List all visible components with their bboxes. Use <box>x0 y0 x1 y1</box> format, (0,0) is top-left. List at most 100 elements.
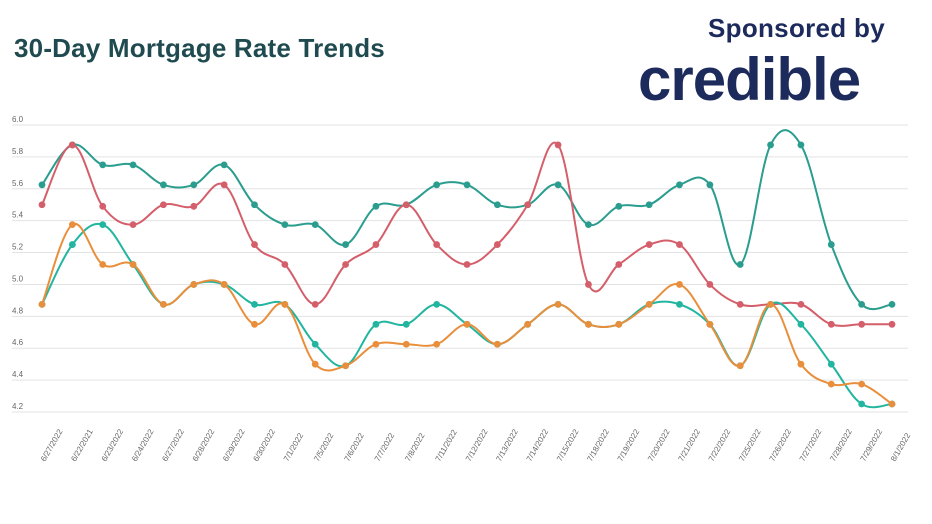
data-point <box>342 362 349 370</box>
data-point <box>190 181 198 189</box>
data-point <box>38 201 46 209</box>
data-point <box>888 400 896 408</box>
x-tick-label: 7/14/2022 <box>525 427 551 463</box>
data-point <box>220 161 228 169</box>
data-point <box>524 320 532 328</box>
x-tick-label: 6/27/2022 <box>160 427 186 463</box>
data-point <box>251 320 258 328</box>
data-point <box>38 300 46 308</box>
series-lines <box>41 129 893 409</box>
data-point <box>342 261 349 268</box>
data-point <box>342 241 349 248</box>
data-point <box>827 241 835 248</box>
x-tick-label: 6/23/2022 <box>100 427 126 463</box>
chart-title: 30-Day Mortgage Rate Trends <box>14 33 385 63</box>
data-point <box>99 221 107 229</box>
y-tick-label: 4.2 <box>12 402 24 411</box>
x-tick-label: 7/29/2022 <box>859 427 885 463</box>
data-point <box>68 221 76 229</box>
x-tick-label: 6/29/2022 <box>221 427 247 463</box>
x-tick-label: 7/13/2022 <box>494 427 520 463</box>
series-points <box>38 141 896 408</box>
x-tick-label: 7/12/2022 <box>464 427 490 463</box>
data-point <box>463 320 471 328</box>
data-point <box>402 340 410 348</box>
data-point <box>311 221 319 229</box>
data-point <box>190 281 198 288</box>
y-tick-label: 5.6 <box>12 179 24 188</box>
data-point <box>524 201 532 209</box>
x-tick-label: 7/8/2022 <box>403 431 427 463</box>
data-point <box>767 300 774 308</box>
x-tick-label: 7/25/2022 <box>737 427 763 463</box>
data-point <box>493 241 501 248</box>
data-point <box>311 360 319 368</box>
data-point <box>281 261 289 268</box>
data-point <box>493 340 501 348</box>
data-point <box>463 181 471 189</box>
data-point <box>311 300 319 308</box>
data-point <box>676 281 683 288</box>
data-point <box>129 261 137 268</box>
x-tick-label: 6/30/2022 <box>251 427 277 463</box>
data-point <box>372 202 380 210</box>
data-point <box>68 141 76 149</box>
data-point <box>676 241 683 248</box>
x-tick-label: 7/21/2022 <box>676 427 702 463</box>
data-point <box>251 201 258 209</box>
data-point <box>736 362 744 370</box>
data-point <box>190 202 198 210</box>
data-point <box>160 300 167 308</box>
data-point <box>372 241 380 248</box>
x-tick-label: 7/6/2022 <box>343 431 367 463</box>
data-point <box>888 320 896 328</box>
data-point <box>281 221 289 229</box>
data-point <box>68 241 76 248</box>
data-point <box>797 320 805 328</box>
data-point <box>827 360 835 368</box>
x-tick-label: 7/22/2022 <box>707 427 733 463</box>
data-point <box>251 241 258 248</box>
data-point <box>433 300 441 308</box>
sponsor-label: Sponsored by <box>708 13 885 43</box>
data-point <box>645 201 653 209</box>
data-point <box>38 181 46 189</box>
data-point <box>554 181 562 189</box>
y-tick-label: 5.2 <box>12 243 24 252</box>
data-point <box>645 300 653 308</box>
data-point <box>220 181 228 189</box>
x-tick-label: 7/19/2022 <box>616 427 642 463</box>
x-tick-label: 6/27/2022 <box>39 427 65 463</box>
data-point <box>676 181 683 189</box>
x-tick-label: 7/7/2022 <box>373 431 397 463</box>
data-point <box>433 340 441 348</box>
y-tick-label: 6.0 <box>12 115 24 124</box>
y-tick-label: 5.0 <box>12 274 24 283</box>
data-point <box>433 181 441 189</box>
data-point <box>99 202 107 210</box>
data-point <box>797 300 805 308</box>
data-point <box>129 221 137 229</box>
data-point <box>858 380 866 388</box>
y-tick-label: 4.6 <box>12 338 24 347</box>
y-tick-label: 4.4 <box>12 370 24 379</box>
data-point <box>160 201 167 209</box>
data-point <box>676 300 683 308</box>
x-tick-label: 7/27/2022 <box>798 427 824 463</box>
data-point <box>585 281 592 288</box>
data-point <box>797 141 805 149</box>
grid-lines <box>12 124 908 413</box>
data-point <box>463 261 471 268</box>
y-axis-ticks: 6.0 5.8 5.6 5.4 5.2 5.0 4.8 4.6 4.4 4.2 <box>12 115 24 411</box>
data-point <box>615 320 623 328</box>
x-tick-label: 7/1/2022 <box>282 431 306 463</box>
data-point <box>888 300 896 308</box>
data-point <box>402 320 410 328</box>
data-point <box>554 300 562 308</box>
series-line-2 <box>41 141 893 327</box>
data-point <box>311 340 319 348</box>
x-tick-label: 6/24/2022 <box>130 427 156 463</box>
data-point <box>736 300 744 308</box>
data-point <box>251 300 258 308</box>
